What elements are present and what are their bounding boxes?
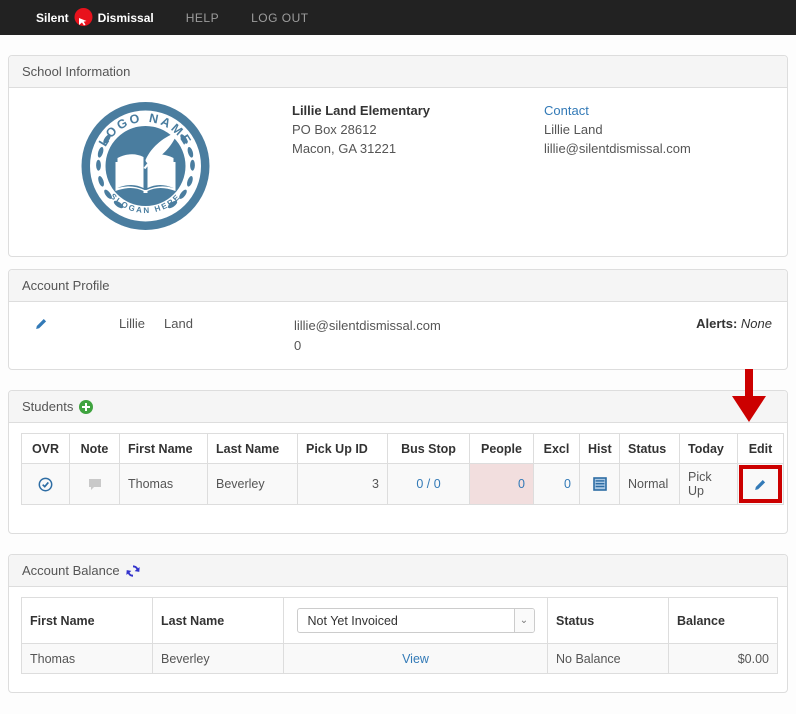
col-people: People <box>469 433 534 464</box>
refresh-icon[interactable] <box>125 564 140 578</box>
chevron-down-icon: ⌄ <box>513 609 534 632</box>
student-row: Thomas Beverley 3 0 / 0 0 0 <box>21 463 784 505</box>
col-ovr: OVR <box>21 433 70 464</box>
note-comment-icon[interactable] <box>88 478 102 491</box>
brand-logo-icon <box>74 8 93 26</box>
profile-first-name: Lillie <box>119 316 146 331</box>
excl-count-link[interactable]: 0 <box>564 477 571 491</box>
override-check-icon[interactable] <box>38 477 53 492</box>
nav-logout[interactable]: LOG OUT <box>251 10 309 25</box>
view-invoices-link[interactable]: View <box>402 651 429 666</box>
brand-text-left: Silent <box>36 10 69 25</box>
alerts-value: None <box>740 316 772 331</box>
balance-first-name: Thomas <box>21 643 153 674</box>
col-hist: Hist <box>579 433 620 464</box>
student-status: Normal <box>619 463 680 505</box>
school-address-line2: Macon, GA 31221 <box>292 140 397 156</box>
school-address-line1: PO Box 28612 <box>292 121 377 137</box>
school-logo: LOGO NAME SLOGAN HERE <box>24 96 292 244</box>
col-edit: Edit <box>737 433 784 464</box>
students-table: OVR Note First Name Last Name Pick Up ID… <box>21 433 784 505</box>
nav-help[interactable]: HELP <box>185 10 220 25</box>
account-balance-table: First Name Last Name Not Yet Invoiced ⌄ … <box>21 597 778 674</box>
edit-profile-pencil-icon[interactable] <box>24 316 119 331</box>
balance-amount: $0.00 <box>668 643 778 674</box>
contact-name: Lillie Land <box>544 121 603 137</box>
invoice-filter-value: Not Yet Invoiced <box>307 613 398 628</box>
invoice-filter-select[interactable]: Not Yet Invoiced ⌄ <box>296 608 535 633</box>
profile-alerts: Alerts: None <box>696 316 772 331</box>
add-student-icon[interactable] <box>79 399 94 414</box>
contact-email: lillie@silentdismissal.com <box>544 140 691 156</box>
profile-email: lillie@silentdismissal.com <box>294 318 441 333</box>
alerts-label: Alerts: <box>696 316 738 331</box>
school-info-panel: School Information <box>8 55 788 257</box>
student-last-name: Beverley <box>207 463 298 505</box>
student-first-name: Thomas <box>119 463 208 505</box>
school-info-title: School Information <box>22 64 131 79</box>
student-pickup-id: 3 <box>297 463 388 505</box>
school-logo-badge-icon: LOGO NAME SLOGAN HERE <box>81 102 210 230</box>
account-profile-title: Account Profile <box>22 278 110 293</box>
account-profile-panel: Account Profile Lillie Land lillie@silen… <box>8 269 788 370</box>
bus-stop-link[interactable]: 0 / 0 <box>416 477 441 491</box>
history-table-icon[interactable] <box>592 477 607 492</box>
bal-col-balance: Balance <box>668 597 778 644</box>
people-count-link[interactable]: 0 <box>518 477 525 491</box>
profile-phone: 0 <box>294 337 302 353</box>
contact-link[interactable]: Contact <box>544 103 589 118</box>
student-today: Pick Up <box>679 463 738 505</box>
col-bus-stop: Bus Stop <box>387 433 470 464</box>
balance-row: Thomas Beverley View No Balance $0.00 <box>21 643 778 674</box>
navbar: Silent Dismissal HELP LOG OUT <box>0 0 796 35</box>
col-last-name: Last Name <box>207 433 298 464</box>
col-status: Status <box>619 433 680 464</box>
brand-text-right: Dismissal <box>97 10 154 25</box>
col-excl: Excl <box>533 433 580 464</box>
account-balance-title: Account Balance <box>22 563 120 578</box>
bal-col-status: Status <box>547 597 669 644</box>
balance-status: No Balance <box>547 643 669 674</box>
col-note: Note <box>69 433 120 464</box>
col-first-name: First Name <box>119 433 208 464</box>
account-balance-panel: Account Balance First Name Last Name <box>8 554 788 693</box>
balance-last-name: Beverley <box>152 643 284 674</box>
col-today: Today <box>679 433 738 464</box>
students-panel: Students OVR Note <box>8 369 788 534</box>
students-title: Students <box>22 399 74 414</box>
school-name: Lillie Land Elementary <box>292 103 430 118</box>
profile-last-name: Land <box>164 316 193 331</box>
edit-student-pencil-icon[interactable] <box>753 477 768 492</box>
brand-link[interactable]: Silent Dismissal <box>36 7 154 28</box>
bal-col-last-name: Last Name <box>152 597 284 644</box>
col-pickup-id: Pick Up ID <box>297 433 388 464</box>
bal-col-first-name: First Name <box>21 597 153 644</box>
